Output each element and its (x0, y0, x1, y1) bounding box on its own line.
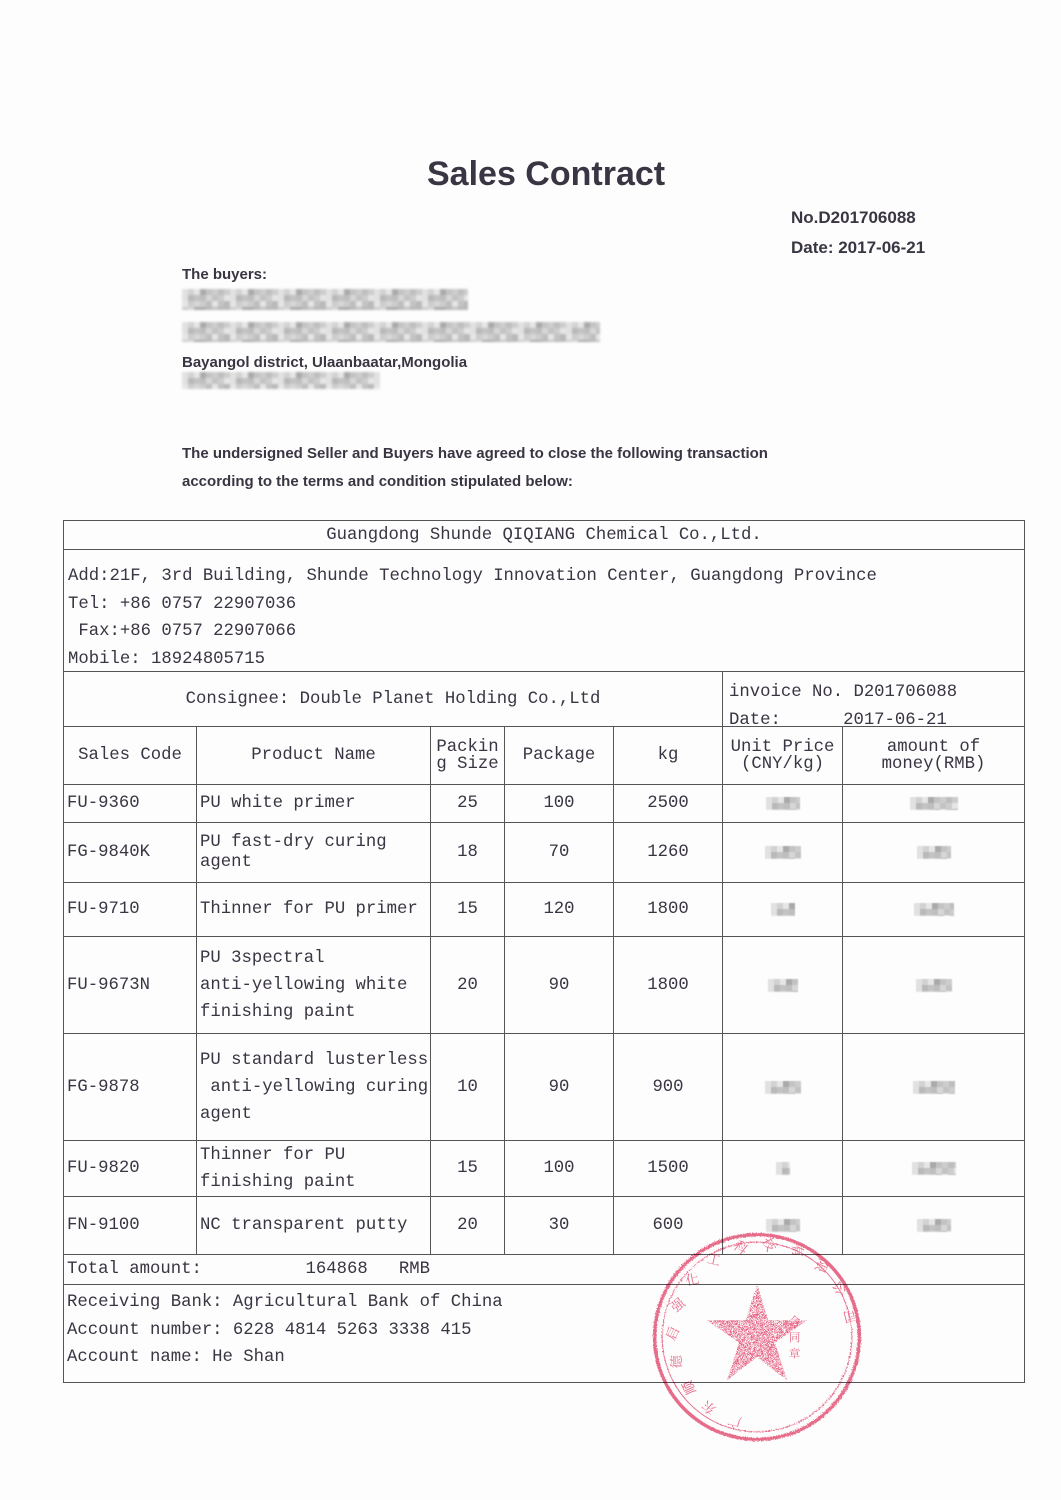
svg-text:化: 化 (683, 1267, 701, 1290)
svg-text:有: 有 (789, 1243, 809, 1257)
svg-text:启: 启 (659, 1322, 683, 1343)
svg-text:强: 强 (666, 1292, 689, 1316)
svg-text:限: 限 (811, 1256, 835, 1276)
svg-text:工: 工 (705, 1247, 723, 1269)
svg-text:德: 德 (665, 1355, 685, 1369)
svg-text:公: 公 (829, 1277, 852, 1301)
svg-text:章: 章 (789, 1345, 801, 1362)
svg-text:合: 合 (789, 1312, 801, 1329)
svg-text:同: 同 (789, 1329, 801, 1346)
svg-text:东: 东 (696, 1396, 720, 1420)
svg-text:顺: 顺 (676, 1378, 700, 1398)
